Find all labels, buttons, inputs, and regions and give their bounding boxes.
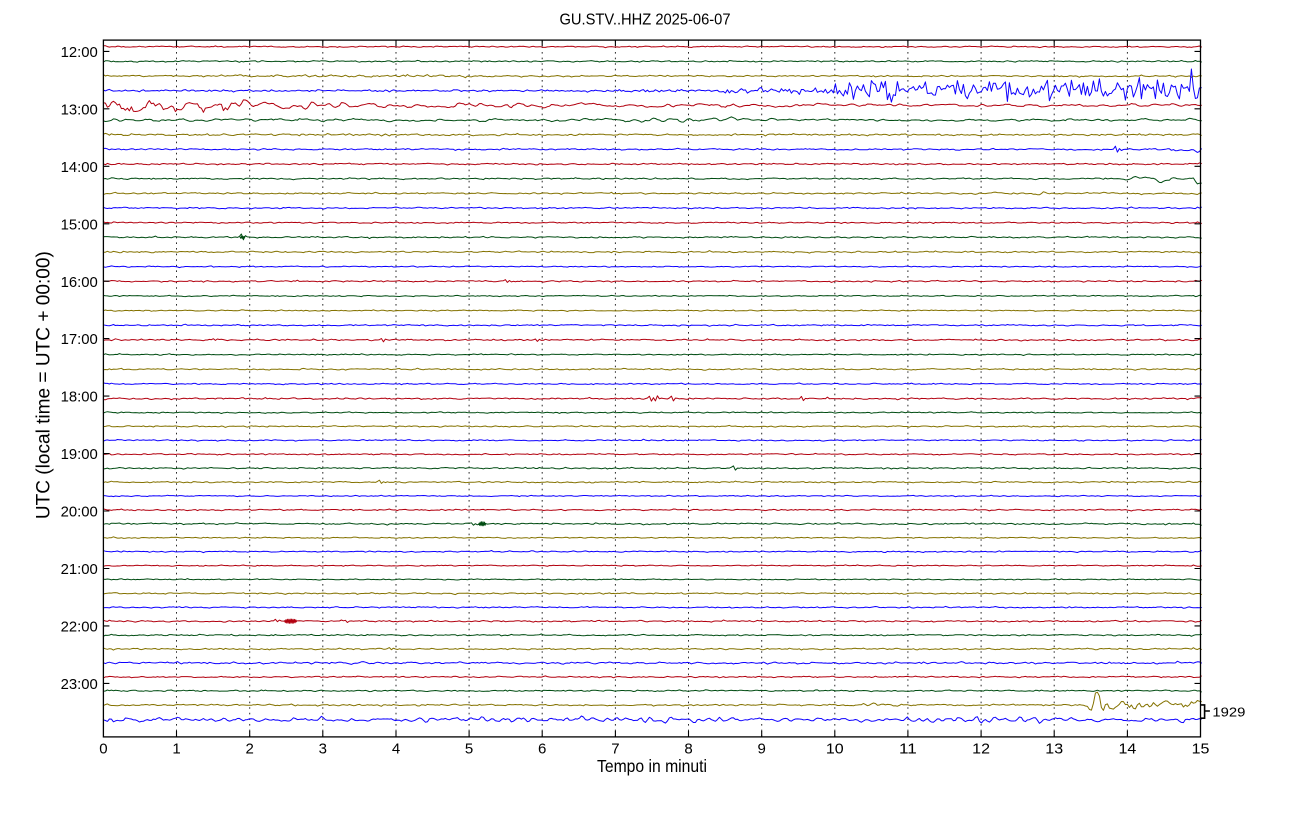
- svg-text:20:00: 20:00: [61, 504, 98, 521]
- svg-text:11: 11: [899, 741, 917, 758]
- svg-text:1929: 1929: [1212, 704, 1245, 719]
- svg-text:10: 10: [826, 741, 844, 758]
- svg-text:7: 7: [611, 741, 619, 758]
- svg-text:23:00: 23:00: [61, 676, 98, 693]
- svg-text:12: 12: [972, 741, 990, 758]
- svg-text:14:00: 14:00: [61, 159, 98, 176]
- svg-text:UTC (local time = UTC + 00:00): UTC (local time = UTC + 00:00): [33, 251, 54, 519]
- svg-text:4: 4: [392, 741, 400, 758]
- svg-text:14: 14: [1119, 741, 1137, 758]
- svg-text:15:00: 15:00: [61, 216, 98, 233]
- svg-text:3: 3: [319, 741, 327, 758]
- svg-text:Tempo in minuti: Tempo in minuti: [597, 756, 707, 776]
- svg-text:18:00: 18:00: [61, 389, 98, 406]
- svg-text:12:00: 12:00: [61, 44, 98, 61]
- svg-text:19:00: 19:00: [61, 446, 98, 463]
- svg-text:2: 2: [246, 741, 254, 758]
- svg-text:13: 13: [1045, 741, 1063, 758]
- svg-text:5: 5: [465, 741, 473, 758]
- svg-text:8: 8: [684, 741, 692, 758]
- svg-text:22:00: 22:00: [61, 618, 98, 635]
- svg-text:16:00: 16:00: [61, 274, 98, 291]
- svg-text:17:00: 17:00: [61, 331, 98, 348]
- svg-text:13:00: 13:00: [61, 101, 98, 118]
- svg-text:15: 15: [1192, 741, 1210, 758]
- svg-text:1: 1: [172, 741, 180, 758]
- svg-text:GU.STV..HHZ 2025-06-07: GU.STV..HHZ 2025-06-07: [560, 12, 731, 29]
- svg-text:0: 0: [99, 741, 107, 758]
- svg-text:9: 9: [758, 741, 766, 758]
- svg-text:6: 6: [538, 741, 546, 758]
- svg-text:21:00: 21:00: [61, 561, 98, 578]
